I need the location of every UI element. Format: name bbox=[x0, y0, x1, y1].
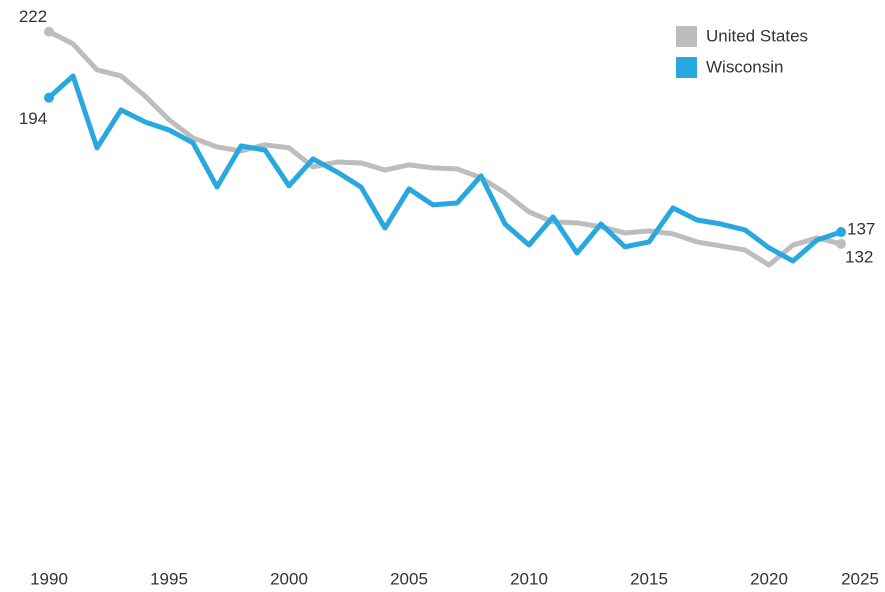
legend-label: Wisconsin bbox=[706, 57, 783, 76]
series-line bbox=[47, 73, 842, 264]
x-tick-label: 2000 bbox=[270, 569, 308, 588]
end-label: 137 bbox=[847, 220, 875, 239]
end-point bbox=[44, 92, 54, 103]
x-tick-label: 1990 bbox=[30, 569, 68, 588]
end-point bbox=[44, 26, 54, 37]
legend-swatch bbox=[676, 26, 697, 47]
end-label: 194 bbox=[19, 109, 47, 128]
end-label: 222 bbox=[19, 7, 47, 26]
x-tick-label: 2025 bbox=[841, 569, 879, 588]
end-point bbox=[836, 227, 846, 238]
x-tick-label: 1995 bbox=[150, 569, 188, 588]
x-tick-label: 2005 bbox=[390, 569, 428, 588]
end-label: 132 bbox=[845, 247, 873, 266]
x-tick-label: 2020 bbox=[750, 569, 788, 588]
x-tick-label: 2015 bbox=[630, 569, 668, 588]
x-tick-label: 2010 bbox=[510, 569, 548, 588]
series-line bbox=[47, 29, 842, 268]
end-point bbox=[836, 238, 846, 249]
legend-label: United States bbox=[706, 26, 808, 45]
legend-swatch bbox=[676, 57, 697, 78]
